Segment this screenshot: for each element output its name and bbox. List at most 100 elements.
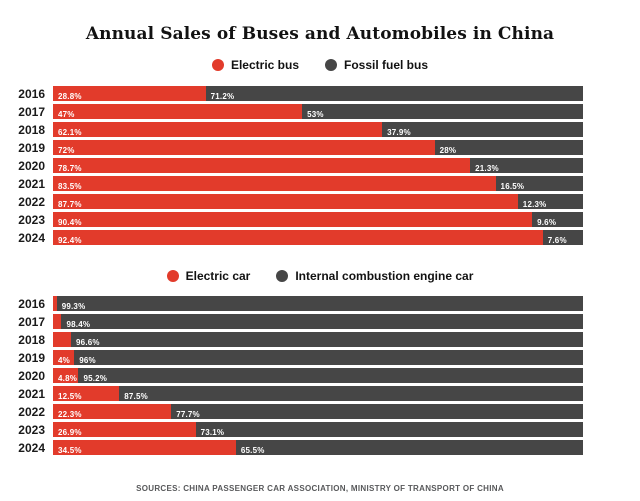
stacked-bar: 26.9% 73.1% <box>53 422 583 437</box>
chart-row-2016: 2016 28.8% 71.2% <box>0 86 583 101</box>
value-label: 78.7% <box>58 164 82 173</box>
conventional-bar-segment: 65.5% <box>235 440 583 455</box>
year-label: 2018 <box>18 122 45 137</box>
fossil-fuel-bus-legend-dot-icon <box>325 59 337 71</box>
electric-bar-segment: 62.1% <box>53 122 383 137</box>
conventional-bar-segment: 37.9% <box>382 122 583 137</box>
conventional-bar-segment: 99.3% <box>56 296 583 311</box>
stacked-bar: 83.5% 16.5% <box>53 176 583 191</box>
value-label: 4.8% <box>58 374 78 383</box>
value-label: 65.5% <box>240 446 265 455</box>
electric-bus-legend-dot-icon <box>211 59 224 71</box>
conventional-bar-segment: 95.2% <box>78 368 583 383</box>
chart-row-2019: 2019 4% 96% <box>0 350 583 365</box>
value-label: 22.3% <box>58 410 82 419</box>
electric-bar-segment: 34.5% <box>53 440 236 455</box>
chart-row-2023: 2023 26.9% 73.1% <box>0 422 583 437</box>
stacked-bar: 87.7% 12.3% <box>53 194 583 209</box>
electric-bar-segment: 72% <box>53 140 435 155</box>
stacked-bar: 12.5% 87.5% <box>53 386 583 401</box>
stacked-bar: 72% 28% <box>53 140 583 155</box>
value-label: 92.4% <box>58 236 82 245</box>
electric-bar-segment <box>53 296 57 311</box>
value-label: 47% <box>58 110 75 119</box>
page-title: Annual Sales of Buses and Automobiles in… <box>85 24 555 44</box>
legend-label-electric-car: Electric car <box>185 269 251 283</box>
electric-bar-segment: 87.7% <box>53 194 518 209</box>
stacked-bar: 4% 96% <box>53 350 583 365</box>
value-label: 71.2% <box>210 92 235 101</box>
chart-row-2023: 2023 90.4% 9.6% <box>0 212 583 227</box>
stacked-bar: 78.7% 21.3% <box>53 158 583 173</box>
value-label: 53% <box>307 110 324 119</box>
legend-cars: Electric car Internal combustion engine … <box>0 269 640 283</box>
electric-bar-segment <box>53 314 62 329</box>
stacked-bar: 4.8% 95.2% <box>53 368 583 383</box>
chart-row-2021: 2021 83.5% 16.5% <box>0 176 583 191</box>
chart-row-2021: 2021 12.5% 87.5% <box>0 386 583 401</box>
legend-item-fossil-fuel-bus: Fossil fuel bus <box>325 58 428 72</box>
legend-label-combustion-car: Internal combustion engine car <box>295 269 474 283</box>
chart-row-2018: 2018 96.6% <box>0 332 583 347</box>
chart-row-2017: 2017 47% 53% <box>0 104 583 119</box>
year-label: 2018 <box>18 332 45 347</box>
value-label: 83.5% <box>58 182 82 191</box>
year-label: 2023 <box>18 212 45 227</box>
year-label: 2024 <box>18 230 45 245</box>
legend-item-electric-bus: Electric bus <box>211 58 299 72</box>
stacked-bar: 62.1% 37.9% <box>53 122 583 137</box>
conventional-bar-segment: 87.5% <box>119 386 583 401</box>
value-label: 72% <box>58 146 75 155</box>
legend-item-combustion-car: Internal combustion engine car <box>276 269 473 283</box>
electric-car-legend-dot-icon <box>166 270 179 282</box>
value-label: 16.5% <box>500 182 525 191</box>
chart-row-2018: 2018 62.1% 37.9% <box>0 122 583 137</box>
value-label: 37.9% <box>387 128 411 137</box>
stacked-bar: 22.3% 77.7% <box>53 404 583 419</box>
legend-label-fossil-fuel-bus: Fossil fuel bus <box>344 58 429 72</box>
year-label: 2020 <box>18 158 45 173</box>
stacked-bar: 90.4% 9.6% <box>53 212 583 227</box>
stacked-bar: 34.5% 65.5% <box>53 440 583 455</box>
legend-item-electric-car: Electric car <box>166 269 251 283</box>
year-label: 2019 <box>18 140 45 155</box>
value-label: 34.5% <box>58 446 82 455</box>
electric-bar-segment: 90.4% <box>53 212 533 227</box>
value-label: 9.6% <box>537 218 557 227</box>
stacked-bar: 47% 53% <box>53 104 583 119</box>
conventional-bar-segment: 21.3% <box>470 158 583 173</box>
year-label: 2020 <box>18 368 45 383</box>
value-label: 26.9% <box>58 428 82 437</box>
electric-bar-segment: 28.8% <box>53 86 206 101</box>
value-label: 7.6% <box>547 236 567 245</box>
value-label: 90.4% <box>58 218 82 227</box>
conventional-bar-segment: 28% <box>434 140 583 155</box>
year-label: 2022 <box>18 404 45 419</box>
value-label: 77.7% <box>176 410 200 419</box>
value-label: 87.7% <box>58 200 82 209</box>
year-label: 2017 <box>18 104 45 119</box>
conventional-bar-segment: 98.4% <box>61 314 583 329</box>
electric-bar-segment: 78.7% <box>53 158 471 173</box>
value-label: 96% <box>79 356 96 365</box>
chart-row-2024: 2024 34.5% 65.5% <box>0 440 583 455</box>
conventional-bar-segment: 96.6% <box>71 332 583 347</box>
value-label: 73.1% <box>200 428 225 437</box>
conventional-bar-segment: 16.5% <box>495 176 583 191</box>
stacked-bar: 98.4% <box>53 314 583 329</box>
electric-bar-segment: 22.3% <box>53 404 172 419</box>
year-label: 2016 <box>18 296 45 311</box>
legend-buses: Electric bus Fossil fuel bus <box>0 58 640 72</box>
conventional-bar-segment: 9.6% <box>532 212 583 227</box>
stacked-bar: 99.3% <box>53 296 583 311</box>
stacked-bar: 28.8% 71.2% <box>53 86 583 101</box>
value-label: 21.3% <box>475 164 499 173</box>
value-label: 96.6% <box>76 338 100 347</box>
value-label: 95.2% <box>83 374 108 383</box>
year-label: 2024 <box>18 440 45 455</box>
source-note: SOURCES: CHINA PASSENGER CAR ASSOCIATION… <box>136 484 504 493</box>
value-label: 12.5% <box>58 392 82 401</box>
chart-row-2020: 2020 78.7% 21.3% <box>0 158 583 173</box>
year-label: 2022 <box>18 194 45 209</box>
